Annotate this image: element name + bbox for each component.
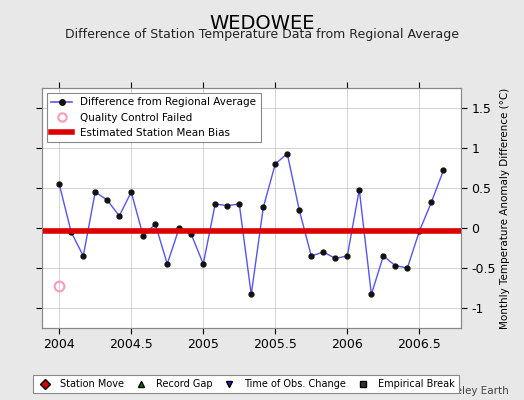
Text: Difference of Station Temperature Data from Regional Average: Difference of Station Temperature Data f… <box>65 28 459 41</box>
Y-axis label: Monthly Temperature Anomaly Difference (°C): Monthly Temperature Anomaly Difference (… <box>500 87 510 329</box>
Legend: Difference from Regional Average, Quality Control Failed, Estimated Station Mean: Difference from Regional Average, Qualit… <box>47 93 260 142</box>
Text: Berkeley Earth: Berkeley Earth <box>432 386 508 396</box>
Text: WEDOWEE: WEDOWEE <box>209 14 315 33</box>
Legend: Station Move, Record Gap, Time of Obs. Change, Empirical Break: Station Move, Record Gap, Time of Obs. C… <box>34 375 459 393</box>
